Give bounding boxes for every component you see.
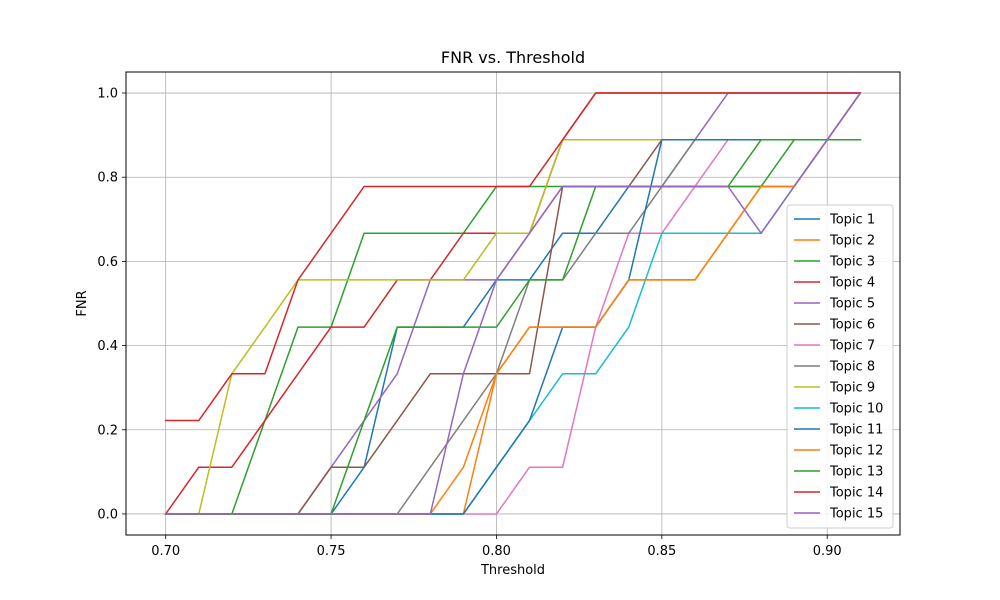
x-tick-label: 0.80 <box>482 544 511 559</box>
y-tick-label: 0.2 <box>97 423 118 438</box>
x-tick-label: 0.75 <box>317 544 346 559</box>
x-tick-label: 0.85 <box>647 544 676 559</box>
legend-label: Topic 9 <box>829 381 875 396</box>
legend: Topic 1 Topic 2 Topic 3 Topic 4 Topic 5 Topic… <box>786 204 894 529</box>
legend-label: Topic 15 <box>829 507 883 522</box>
legend-label: Topic 5 <box>829 297 875 312</box>
legend-label: Topic 6 <box>829 318 875 333</box>
series-line-topic-14 <box>164 92 862 422</box>
x-axis-title: Threshold <box>480 563 545 578</box>
legend-box <box>786 204 894 529</box>
y-tick-label: 1.0 <box>97 87 118 102</box>
legend-label: Topic 2 <box>829 234 875 249</box>
legend-label: Topic 14 <box>829 486 883 501</box>
legend-label: Topic 13 <box>829 465 883 480</box>
y-tick-label: 0.8 <box>97 171 118 186</box>
axis-ticks: 0.70 0.75 0.80 0.85 0.90 0.0 0.2 0.4 0.6 0.8 1.0 <box>97 87 841 559</box>
legend-label: Topic 12 <box>829 444 883 459</box>
legend-label: Topic 8 <box>829 360 875 375</box>
legend-label: Topic 1 <box>829 213 875 228</box>
x-tick-label: 0.90 <box>813 544 842 559</box>
x-tick-label: 0.70 <box>151 544 180 559</box>
plot-frame <box>125 71 901 536</box>
series-lines <box>164 92 862 515</box>
legend-label: Topic 4 <box>829 276 875 291</box>
y-tick-label: 0.6 <box>97 255 118 270</box>
series-line-topic-15 <box>164 92 862 515</box>
legend-label: Topic 11 <box>829 423 883 438</box>
legend-label: Topic 7 <box>829 339 875 354</box>
legend-label: Topic 3 <box>829 255 875 270</box>
y-tick-label: 0.0 <box>97 507 118 522</box>
legend-label: Topic 10 <box>829 402 883 417</box>
chart-title: FNR vs. Threshold <box>441 48 585 67</box>
y-axis-title: FNR <box>75 290 90 316</box>
y-tick-label: 0.4 <box>97 339 118 354</box>
